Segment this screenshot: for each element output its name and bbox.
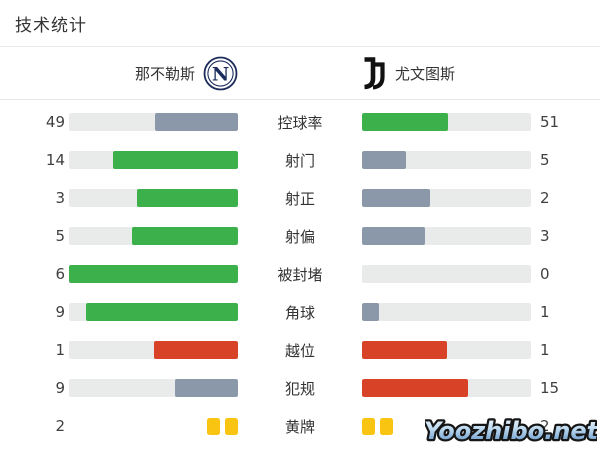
stat-row-1: 14 射门 5 [0, 141, 600, 179]
stat-label: 被封堵 [277, 265, 323, 284]
yellow-card-icon [225, 417, 238, 435]
juventus-logo-icon [362, 56, 385, 90]
home-team: 那不勒斯 N [0, 56, 290, 91]
stat-row-0: 49 控球率 51 [0, 103, 600, 141]
home-team-name: 那不勒斯 [134, 64, 195, 83]
watermark-text: Yoozhibo.net [425, 417, 597, 445]
home-cards [69, 417, 238, 435]
home-bar [69, 379, 238, 397]
home-bar [69, 303, 238, 321]
home-bar [69, 189, 238, 207]
stat-label: 射门 [284, 151, 315, 170]
home-bar-fill [132, 227, 238, 245]
away-value: 1 [540, 303, 550, 321]
page-title: 技术统计 [15, 15, 87, 36]
stat-label: 犯规 [284, 379, 315, 398]
home-value: 1 [55, 341, 65, 359]
home-bar-fill [85, 303, 238, 321]
stat-row-6: 1 越位 1 [0, 331, 600, 369]
stat-row-5: 9 角球 1 [0, 293, 600, 331]
stat-row-7: 9 犯规 15 [0, 369, 600, 407]
watermark: Yoozhibo.net [422, 411, 600, 453]
yellow-card-icon [207, 417, 220, 435]
home-bar [69, 151, 238, 169]
home-value: 9 [55, 303, 65, 321]
away-bar [362, 189, 531, 207]
away-value: 2 [540, 417, 550, 435]
away-cards [362, 417, 531, 435]
home-value: 5 [55, 227, 65, 245]
away-bar-fill [362, 227, 426, 245]
team-header: 那不勒斯 N 尤文图斯 [0, 47, 600, 100]
home-bar-fill [155, 113, 238, 131]
away-value: 2 [540, 189, 550, 207]
home-value: 6 [55, 265, 65, 283]
home-value: 14 [45, 151, 65, 169]
home-bar-fill [174, 379, 238, 397]
yellow-card-icon [362, 417, 375, 435]
away-bar-fill [362, 151, 407, 169]
away-bar [362, 151, 531, 169]
stats-rows: 49 控球率 51 14 射门 5 3 射正 2 5 射偏 3 6 被封堵 0 9 角球 1 1 越位 1 9 犯规 15 2 黄… [0, 100, 600, 445]
home-value: 49 [45, 113, 65, 131]
away-bar-fill [362, 189, 430, 207]
home-bar-fill [153, 341, 238, 359]
away-value: 1 [540, 341, 550, 359]
napoli-badge-letter: N [212, 63, 229, 85]
stat-row-8: 2 黄牌 2 [0, 407, 600, 445]
home-bar-fill [113, 151, 238, 169]
stat-row-2: 3 射正 2 [0, 179, 600, 217]
stat-row-3: 5 射偏 3 [0, 217, 600, 255]
away-bar [362, 379, 531, 397]
home-bar [69, 341, 238, 359]
away-bar [362, 341, 531, 359]
away-value: 0 [540, 265, 550, 283]
away-bar-fill [362, 379, 468, 397]
away-bar-fill [362, 341, 447, 359]
away-value: 5 [540, 151, 550, 169]
stat-label: 越位 [284, 341, 315, 360]
away-value: 3 [540, 227, 550, 245]
away-bar-fill [362, 113, 449, 131]
stat-label: 射正 [284, 189, 315, 208]
away-bar [362, 227, 531, 245]
stat-label: 角球 [284, 303, 315, 322]
stat-label: 控球率 [277, 113, 323, 132]
home-bar [69, 227, 238, 245]
stat-label: 黄牌 [284, 417, 315, 436]
home-value: 9 [55, 379, 65, 397]
home-value: 3 [55, 189, 65, 207]
home-bar [69, 265, 238, 283]
home-value: 2 [55, 417, 65, 435]
away-value: 51 [540, 113, 560, 131]
away-team: 尤文图斯 [290, 56, 600, 90]
away-bar-fill [362, 303, 379, 321]
stat-row-4: 6 被封堵 0 [0, 255, 600, 293]
napoli-badge-icon: N [203, 56, 238, 91]
title-bar: 技术统计 [0, 0, 600, 47]
yellow-card-icon [380, 417, 393, 435]
home-bar-fill [136, 189, 238, 207]
home-bar [69, 113, 238, 131]
away-bar [362, 303, 531, 321]
away-team-name: 尤文图斯 [395, 64, 456, 83]
away-value: 15 [540, 379, 560, 397]
home-bar-fill [69, 265, 238, 283]
stat-label: 射偏 [284, 227, 315, 246]
away-bar [362, 265, 531, 283]
away-bar [362, 113, 531, 131]
